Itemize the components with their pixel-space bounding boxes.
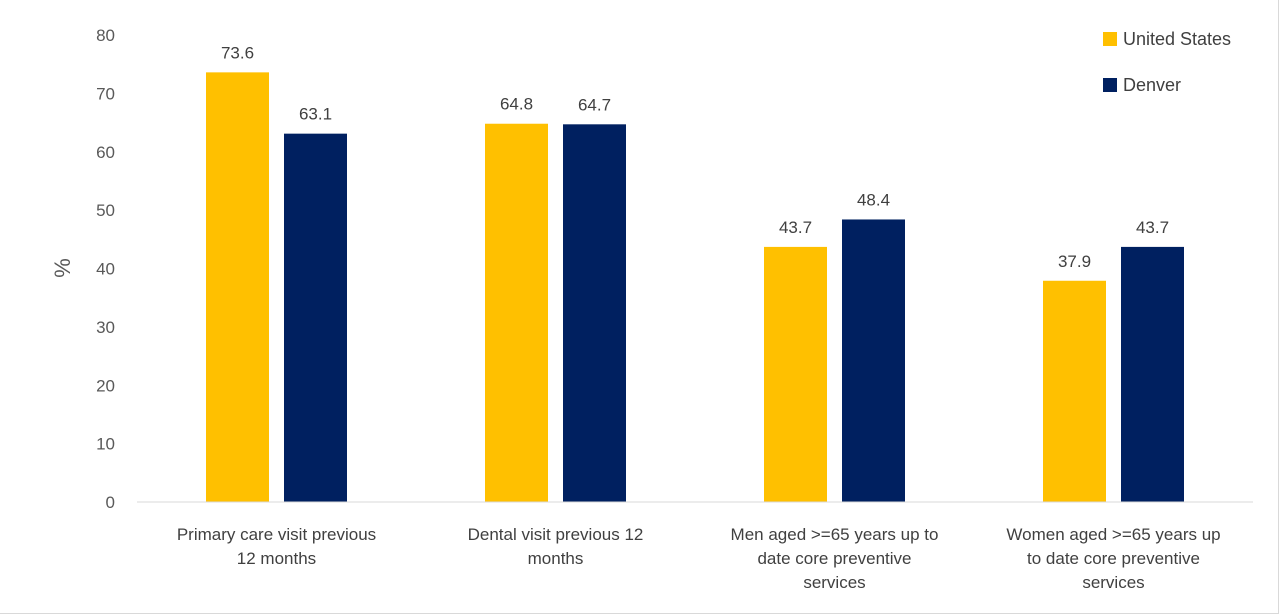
data-label: 43.7 xyxy=(779,218,812,237)
y-tick-label: 0 xyxy=(106,493,115,512)
legend-swatch xyxy=(1103,78,1117,92)
data-label: 48.4 xyxy=(857,190,890,209)
x-category-label: Women aged >=65 years up to date core pre… xyxy=(1006,525,1220,592)
bar xyxy=(206,72,269,503)
data-labels: 73.6 63.1 64.8 64.7 43.7 48.4 37.9 43.7 xyxy=(221,43,1169,270)
data-label: 43.7 xyxy=(1136,218,1169,237)
bar xyxy=(764,246,827,502)
y-tick-label: 20 xyxy=(96,376,115,395)
x-category-label: Dental visit previous 12 months xyxy=(468,525,644,568)
data-label: 73.6 xyxy=(221,43,254,62)
bar xyxy=(284,133,347,502)
bar xyxy=(563,124,626,502)
legend: United States Denver xyxy=(1103,29,1231,95)
x-axis: Primary care visit previous 12 months Dent… xyxy=(177,525,1221,592)
legend-label: Denver xyxy=(1123,75,1181,95)
y-tick-label: 10 xyxy=(96,435,115,454)
x-category-label: Men aged >=65 years up to date core preve… xyxy=(731,525,939,592)
y-tick-label: 70 xyxy=(96,84,115,103)
bar xyxy=(842,219,905,502)
legend-label: United States xyxy=(1123,29,1231,49)
bars xyxy=(206,72,1184,503)
data-label: 64.7 xyxy=(578,95,611,114)
legend-swatch xyxy=(1103,32,1117,46)
bar xyxy=(485,123,548,502)
y-axis-label: % xyxy=(50,258,75,278)
y-axis: 0 10 20 30 40 50 60 70 80 xyxy=(96,26,115,512)
bar xyxy=(1043,280,1106,502)
data-label: 64.8 xyxy=(500,95,533,114)
y-tick-label: 80 xyxy=(96,26,115,45)
y-tick-label: 60 xyxy=(96,143,115,162)
bar xyxy=(1121,246,1184,502)
data-label: 37.9 xyxy=(1058,252,1091,271)
data-label: 63.1 xyxy=(299,105,332,124)
y-tick-label: 30 xyxy=(96,318,115,337)
y-tick-label: 40 xyxy=(96,260,115,279)
x-category-label: Primary care visit previous 12 months xyxy=(177,525,376,568)
y-tick-label: 50 xyxy=(96,201,115,220)
